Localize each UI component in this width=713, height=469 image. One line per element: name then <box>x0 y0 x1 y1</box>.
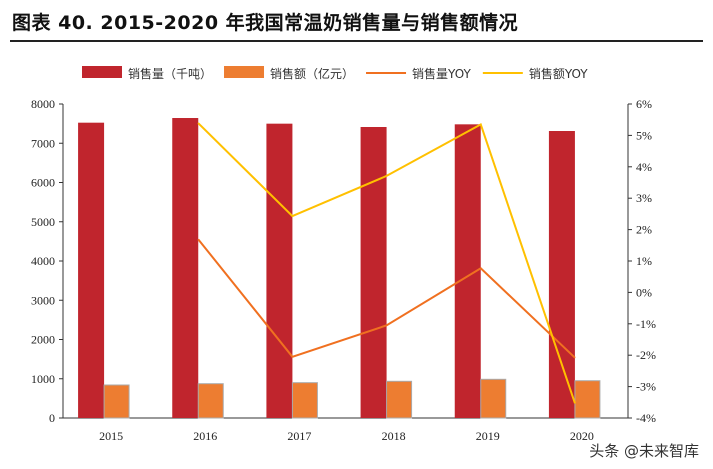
legend-label: 销售量（千吨） <box>128 66 212 81</box>
left-tick-label: 7000 <box>31 136 55 150</box>
legend-swatch <box>224 66 265 78</box>
bar-sales-value <box>291 382 318 419</box>
left-tick-label: 3000 <box>31 293 55 307</box>
left-tick-label: 8000 <box>31 97 55 111</box>
left-tick-label: 5000 <box>31 215 55 229</box>
bar-sales-value <box>103 384 130 419</box>
right-tick-label: -2% <box>636 348 656 362</box>
bar-sales-value <box>386 380 413 419</box>
right-tick-label: -4% <box>636 411 656 425</box>
bar-sales-volume <box>266 123 293 419</box>
left-tick-label: 6000 <box>31 176 55 190</box>
x-tick-label: 2017 <box>287 429 311 443</box>
bar-sales-value <box>480 378 507 419</box>
left-tick-label: 1000 <box>31 372 55 386</box>
title-divider <box>10 40 703 42</box>
watermark: 头条 @未来智库 <box>589 442 699 460</box>
right-tick-label: -1% <box>636 317 656 331</box>
line-point <box>574 357 576 359</box>
line-point <box>386 324 388 326</box>
line-point <box>574 402 576 404</box>
legend-label: 销售量YOY <box>412 66 471 81</box>
left-tick-label: 0 <box>49 411 55 425</box>
x-tick-label: 2020 <box>570 429 594 443</box>
right-tick-label: -3% <box>636 380 656 394</box>
bar-sales-volume <box>360 127 387 419</box>
right-tick-label: 2% <box>636 223 652 237</box>
right-tick-label: 6% <box>636 97 652 111</box>
line-point <box>480 267 482 269</box>
bar-sales-volume <box>78 122 105 419</box>
right-tick-label: 5% <box>636 128 652 142</box>
bar-sales-volume <box>172 118 199 418</box>
legend-swatch <box>82 66 122 78</box>
line-point <box>386 175 388 177</box>
legend-label: 销售额（亿元） <box>270 66 354 81</box>
left-tick-label: 2000 <box>31 333 55 347</box>
x-tick-label: 2018 <box>382 429 406 443</box>
legend-label: 销售额YOY <box>529 66 588 81</box>
right-tick-label: 4% <box>636 160 652 174</box>
right-tick-label: 3% <box>636 191 652 205</box>
chart-title: 图表 40. 2015-2020 年我国常温奶销售量与销售额情况 <box>12 12 519 34</box>
right-tick-label: 1% <box>636 254 652 268</box>
bar-sales-value <box>574 380 601 419</box>
line-point <box>291 215 293 217</box>
line-point <box>197 238 199 240</box>
bar-sales-value <box>197 383 224 419</box>
line-point <box>291 356 293 358</box>
x-tick-label: 2015 <box>99 429 123 443</box>
line-point <box>480 123 482 125</box>
left-tick-label: 4000 <box>31 254 55 268</box>
x-tick-label: 2019 <box>476 429 500 443</box>
bar-sales-volume <box>548 131 575 418</box>
right-tick-label: 0% <box>636 285 652 299</box>
x-tick-label: 2016 <box>193 429 217 443</box>
line-point <box>197 122 199 124</box>
